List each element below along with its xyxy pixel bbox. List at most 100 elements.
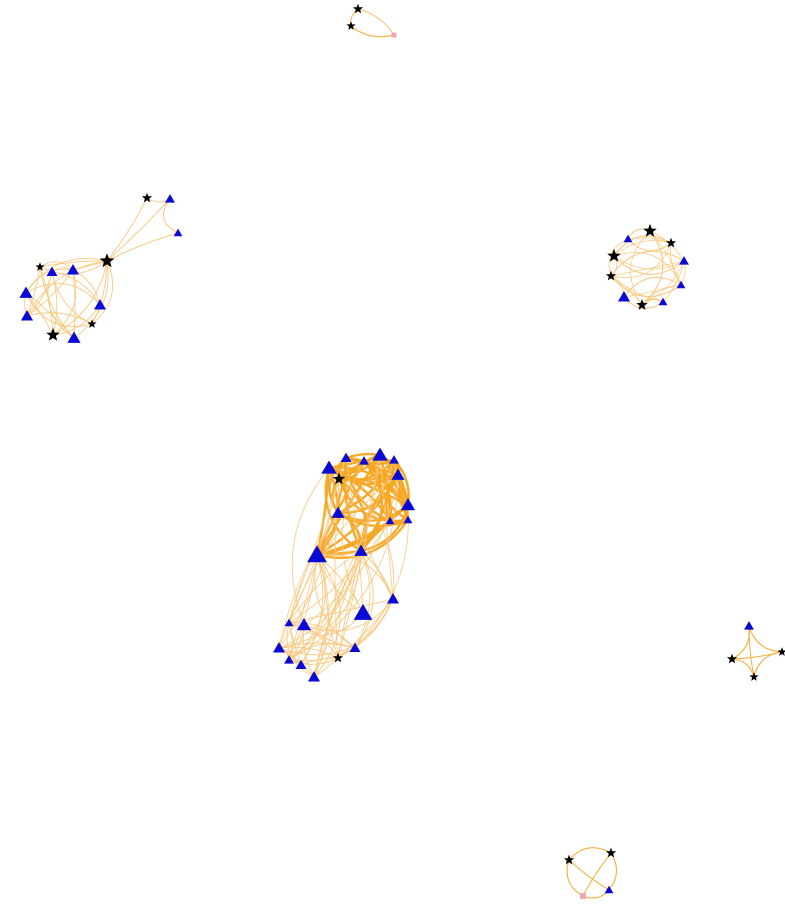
triangle-icon: [321, 460, 337, 474]
node-layer: [19, 3, 785, 899]
triangle-icon: [372, 447, 388, 461]
edge: [753, 651, 783, 678]
star-icon: [99, 253, 115, 268]
edge: [334, 478, 340, 659]
edge: [338, 477, 409, 506]
edge: [26, 260, 108, 317]
edge: [610, 275, 643, 306]
triangle-icon: [331, 506, 345, 518]
star-icon: [749, 672, 759, 681]
triangle-icon: [744, 621, 754, 630]
triangle-icon: [391, 468, 405, 480]
star-icon: [777, 647, 785, 656]
triangle-icon: [19, 286, 33, 298]
triangle-icon: [67, 331, 81, 343]
triangle-icon: [93, 299, 107, 310]
edge: [288, 657, 339, 665]
edge: [731, 658, 755, 678]
triangle-icon: [307, 671, 321, 682]
edge: [623, 277, 682, 298]
edge: [106, 232, 179, 262]
triangle-icon: [307, 545, 327, 563]
triangle-icon: [173, 228, 183, 237]
edge: [731, 651, 783, 660]
edge: [300, 657, 339, 666]
star-icon: [665, 237, 677, 248]
edge: [608, 852, 618, 891]
edge: [25, 292, 93, 327]
edge: [278, 550, 362, 649]
edge: [288, 554, 318, 661]
edge: [354, 550, 374, 649]
edge: [354, 550, 371, 649]
triangle-icon: [623, 234, 633, 243]
edge: [52, 260, 108, 336]
triangle-icon: [354, 544, 368, 556]
edge: [345, 457, 364, 614]
edge: [748, 625, 755, 678]
edge: [610, 275, 682, 298]
edge: [610, 242, 672, 279]
edge: [288, 474, 399, 661]
edge: [25, 258, 108, 294]
edge: [72, 269, 76, 339]
edge: [91, 260, 114, 325]
edge: [316, 519, 409, 560]
edge: [613, 240, 672, 257]
edge: [25, 268, 74, 294]
edge: [354, 504, 409, 649]
triangle-icon: [617, 291, 631, 302]
edge: [47, 271, 75, 339]
edge: [568, 847, 612, 861]
edge: [288, 478, 340, 661]
edge: [278, 512, 339, 649]
edge: [337, 598, 394, 659]
edge: [610, 260, 685, 277]
edge: [313, 554, 329, 678]
triangle-icon: [46, 266, 58, 277]
star-icon: [726, 653, 738, 664]
square-icon: [580, 893, 586, 899]
edge: [613, 255, 685, 275]
triangle-icon: [658, 297, 668, 306]
edge: [360, 550, 394, 600]
edge: [313, 550, 362, 678]
edge: [337, 454, 381, 659]
triangle-icon: [676, 280, 686, 289]
triangle-icon: [353, 603, 373, 620]
triangle-icon: [403, 515, 413, 524]
edge: [610, 250, 685, 277]
edge: [623, 284, 682, 298]
star-icon: [346, 21, 356, 30]
edge: [731, 625, 750, 660]
triangle-icon: [66, 264, 80, 275]
edge: [613, 252, 682, 286]
triangle-icon: [284, 618, 294, 627]
edge: [106, 198, 171, 262]
edge: [51, 271, 58, 336]
triangle-icon: [604, 885, 614, 894]
star-icon: [332, 652, 344, 663]
triangle-icon: [295, 659, 307, 670]
star-icon: [352, 3, 364, 14]
edge: [26, 266, 41, 317]
edge: [51, 271, 101, 306]
star-icon: [35, 262, 45, 271]
triangle-icon: [20, 310, 34, 321]
triangle-icon: [284, 655, 294, 664]
triangle-icon: [389, 455, 399, 464]
edge: [288, 520, 391, 624]
edge: [566, 859, 584, 897]
edge: [25, 282, 101, 306]
edge: [662, 260, 685, 303]
star-icon: [141, 192, 153, 203]
edge: [288, 643, 356, 661]
square-icon: [391, 32, 397, 38]
edge: [303, 474, 399, 626]
edge: [288, 612, 364, 636]
edge: [39, 260, 108, 268]
edge: [568, 859, 610, 891]
edge: [748, 625, 783, 653]
star-icon: [636, 299, 648, 310]
